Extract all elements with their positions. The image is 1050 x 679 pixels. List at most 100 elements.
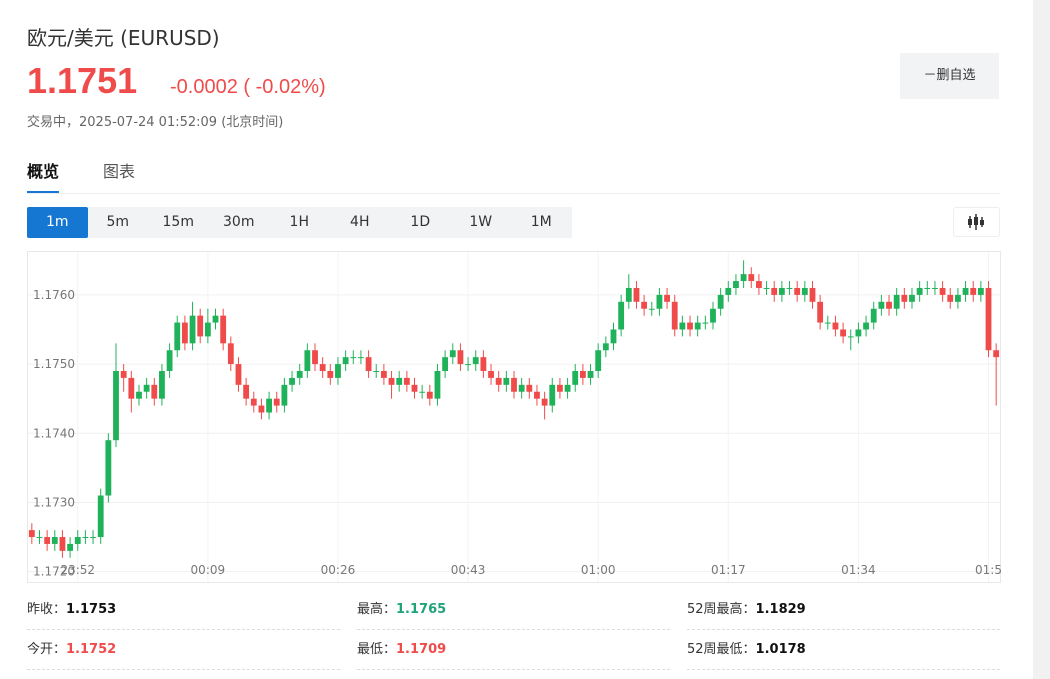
interval-button[interactable]: 1M	[530, 214, 552, 230]
candle-body	[258, 405, 265, 413]
x-tick-label: 01:17	[711, 563, 746, 577]
candle-body	[587, 370, 594, 378]
candle-body	[434, 370, 441, 399]
candle-body	[710, 308, 716, 323]
candle-body	[380, 370, 387, 378]
change-pct: ( -0.02%)	[243, 76, 326, 98]
candle-body	[671, 301, 678, 330]
candle-body	[909, 294, 915, 302]
stat-item: 最高：1.1765	[357, 591, 670, 630]
interval-button[interactable]: 1m	[27, 207, 88, 238]
candle-body	[633, 287, 640, 302]
interval-button[interactable]: 4H	[350, 214, 370, 230]
interval-button[interactable]: 1H	[289, 214, 309, 230]
y-tick-label: 1.1730	[33, 495, 75, 509]
candle-body	[511, 377, 517, 392]
interval-button[interactable]: 30m	[223, 214, 255, 230]
candle-body	[403, 377, 410, 385]
candle-icon	[968, 214, 984, 230]
stat-value: 1.1753	[66, 602, 117, 617]
x-tick-label: 01:00	[581, 563, 616, 577]
chart-frame	[27, 251, 1001, 583]
candle-body	[794, 287, 801, 295]
candlestick-chart: 1.1720 1.1730 1.1740 1.1750 1.1760 23:52 00:09…	[27, 251, 1001, 583]
candle-body	[327, 370, 334, 378]
candle-body	[564, 384, 571, 392]
candle-body	[526, 384, 533, 392]
stat-item: 昨收：1.1753	[27, 591, 340, 630]
candle-body	[426, 391, 433, 399]
candle-body	[801, 287, 808, 295]
candle-body	[786, 287, 793, 289]
candle-body	[227, 343, 234, 365]
candle-body	[166, 350, 173, 371]
candle-body	[602, 343, 609, 351]
candle-body	[28, 530, 35, 538]
remove-watchlist-button[interactable]: －删自选	[900, 53, 999, 99]
candle-body	[939, 287, 946, 295]
candle-body	[817, 301, 824, 323]
tab[interactable]: 概览	[27, 158, 60, 194]
stat-item: 今开：1.1752	[27, 631, 340, 670]
candle-body	[518, 384, 525, 392]
candle-body	[778, 287, 785, 295]
candle-body	[641, 301, 648, 309]
x-tick-label: 00:09	[191, 563, 226, 577]
candle-body	[113, 370, 119, 441]
candle-body	[197, 315, 204, 337]
candle-body	[181, 322, 188, 344]
candle-body	[648, 308, 655, 310]
candle-body	[90, 537, 96, 539]
candle-body	[733, 281, 739, 288]
candle-body	[549, 384, 556, 406]
candle-body	[419, 391, 426, 393]
candle-body	[281, 384, 288, 406]
candle-body	[289, 377, 295, 385]
stat-value: 1.1752	[66, 642, 117, 657]
candle-body	[472, 357, 479, 365]
candle-body	[97, 495, 104, 538]
interval-button[interactable]: 1D	[410, 214, 431, 230]
status: 交易中，2025-07-24 01:52:09 (北京时间)	[27, 115, 284, 130]
candle-body	[235, 364, 242, 385]
candle-body	[886, 301, 892, 309]
candle-body	[740, 274, 747, 282]
candle-body	[702, 322, 709, 324]
interval-button[interactable]: 15m	[162, 214, 194, 230]
candle-body	[970, 287, 977, 295]
x-tick-label: 01:34	[841, 563, 876, 577]
candle-body	[534, 391, 540, 399]
candle-body	[725, 287, 732, 295]
divider	[27, 193, 1000, 194]
candle-body	[442, 357, 449, 371]
x-tick-label: 00:26	[321, 563, 356, 577]
candle-body	[840, 329, 847, 337]
stat-label: 52周最高：	[687, 602, 756, 617]
stat-item: 52周最低：1.0178	[687, 631, 1000, 670]
stat-item: 52周最高：1.1829	[687, 591, 1000, 630]
chart-type-button[interactable]	[953, 207, 1000, 237]
candle-body	[480, 357, 487, 371]
candle-body	[824, 322, 831, 324]
candle-body	[947, 294, 954, 302]
candle-body	[204, 322, 211, 337]
candle-body	[36, 537, 43, 539]
tab[interactable]: 图表	[103, 162, 136, 181]
y-tick-label: 1.1760	[33, 288, 75, 302]
candle-body	[748, 274, 755, 282]
interval-button[interactable]: 1W	[469, 214, 493, 230]
price: 1.1751	[27, 60, 138, 101]
candle-body	[105, 440, 112, 496]
candle-body	[863, 322, 869, 330]
candle-body	[901, 294, 908, 302]
interval-button[interactable]: 5m	[106, 214, 130, 230]
candle-body	[855, 329, 862, 337]
candle-body	[977, 287, 984, 295]
candle-body	[189, 315, 196, 344]
candle-body	[159, 370, 165, 399]
x-tick-label: 01:5	[975, 563, 1001, 577]
candle-body	[335, 364, 341, 378]
candle-body	[962, 287, 969, 295]
candle-body	[924, 287, 931, 289]
